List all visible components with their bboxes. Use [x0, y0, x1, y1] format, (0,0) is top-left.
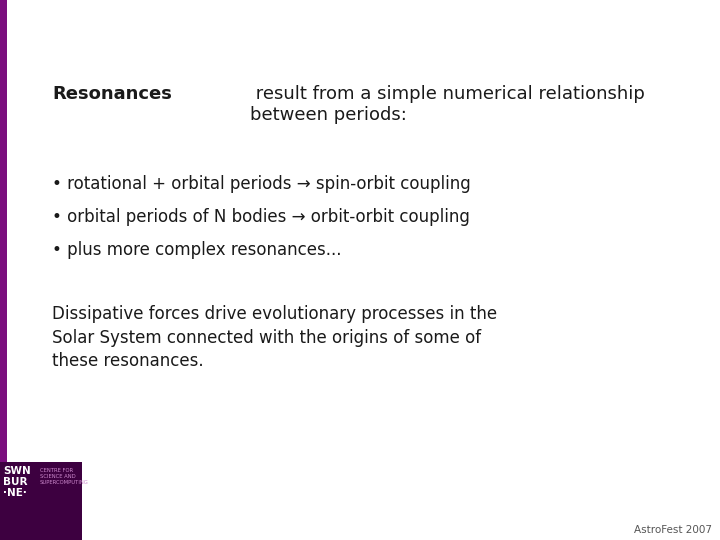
Bar: [0, 0, 7, 540]
Text: • rotational + orbital periods → spin-orbit coupling: • rotational + orbital periods → spin-or…: [52, 175, 471, 193]
Text: CENTRE FOR
SCIENCE AND
SUPERCOMPUTING: CENTRE FOR SCIENCE AND SUPERCOMPUTING: [40, 468, 89, 485]
Text: Resonances: Resonances: [52, 85, 172, 103]
Text: AstroFest 2007: AstroFest 2007: [634, 525, 712, 535]
Text: result from a simple numerical relationship
between periods:: result from a simple numerical relations…: [250, 85, 645, 124]
Text: Dissipative forces drive evolutionary processes in the
Solar System connected wi: Dissipative forces drive evolutionary pr…: [52, 305, 497, 370]
Text: • orbital periods of N bodies → orbit-orbit coupling: • orbital periods of N bodies → orbit-or…: [52, 208, 470, 226]
Text: • plus more complex resonances...: • plus more complex resonances...: [52, 241, 341, 259]
Bar: [0, 462, 82, 540]
Text: SWN
BUR
·NE·: SWN BUR ·NE·: [3, 466, 31, 498]
